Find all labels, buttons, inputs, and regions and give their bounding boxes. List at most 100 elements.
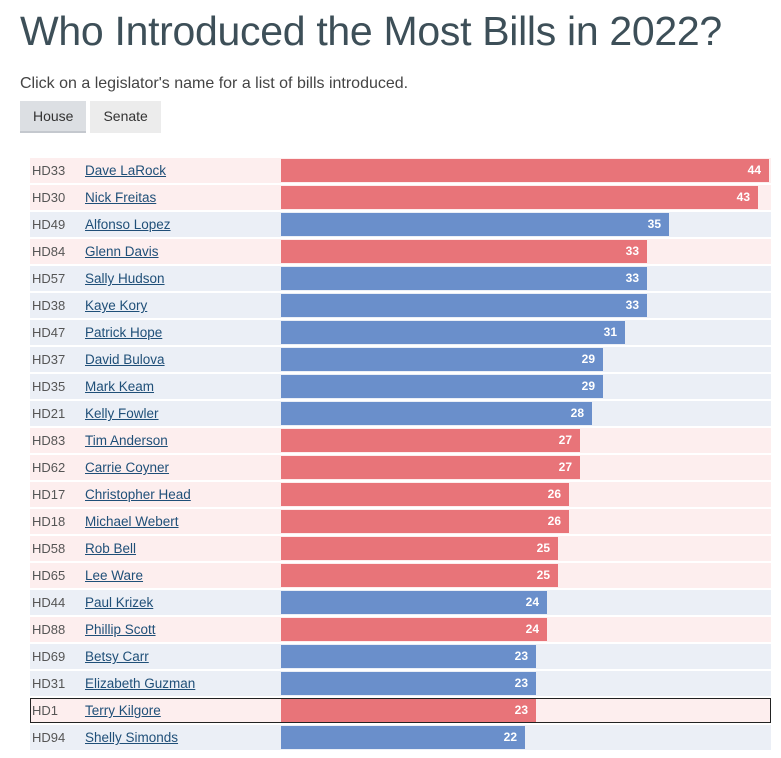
table-row: HD94 Shelly Simonds 22 (30, 725, 771, 750)
bar-value-label: 24 (525, 595, 539, 609)
district-label: HD31 (32, 676, 66, 691)
bar (281, 672, 536, 695)
page-subtitle: Click on a legislator's name for a list … (20, 75, 409, 92)
legislator-name-link[interactable]: Nick Freitas (85, 190, 157, 205)
bar (281, 213, 669, 236)
legislator-name-link[interactable]: Kaye Kory (85, 298, 148, 313)
district-label: HD58 (32, 541, 66, 556)
district-label: HD33 (32, 163, 66, 178)
legislator-name-link[interactable]: Tim Anderson (85, 433, 168, 448)
bar (281, 402, 592, 425)
legislator-name-link[interactable]: Christopher Head (85, 487, 191, 502)
bar-value-label: 25 (536, 541, 550, 555)
legislator-name-link[interactable]: Shelly Simonds (85, 730, 179, 745)
bar-value-label: 44 (747, 163, 761, 177)
table-row: HD30 Nick Freitas 43 (30, 185, 771, 210)
legislator-name-link[interactable]: Elizabeth Guzman (85, 676, 196, 691)
district-label: HD47 (32, 325, 66, 340)
tab-senate[interactable]: Senate (90, 101, 161, 133)
table-row: HD88 Phillip Scott 24 (30, 617, 771, 642)
legislator-name-link[interactable]: Paul Krizek (85, 595, 154, 610)
district-label: HD88 (32, 622, 66, 637)
tab-house[interactable]: House (20, 101, 87, 133)
district-label: HD17 (32, 487, 66, 502)
legislator-name-link[interactable]: Kelly Fowler (85, 406, 159, 421)
legislator-name-link[interactable]: Michael Webert (85, 514, 179, 529)
bar (281, 564, 558, 587)
table-row: HD38 Kaye Kory 33 (30, 293, 771, 318)
district-label: HD30 (32, 190, 66, 205)
bar (281, 456, 580, 479)
district-label: HD65 (32, 568, 66, 583)
legislator-name-link[interactable]: Phillip Scott (85, 622, 156, 637)
bar-value-label: 43 (736, 190, 750, 204)
bar-value-label: 33 (625, 271, 639, 285)
bar (281, 159, 769, 182)
table-row: HD49 Alfonso Lopez 35 (30, 212, 771, 237)
bar-value-label: 31 (603, 325, 617, 339)
bar-value-label: 29 (581, 379, 595, 393)
legislator-name-link[interactable]: Alfonso Lopez (85, 217, 171, 232)
table-row: HD65 Lee Ware 25 (30, 563, 771, 588)
bar-value-label: 33 (625, 298, 639, 312)
table-row: HD57 Sally Hudson 33 (30, 266, 771, 291)
legislator-name-link[interactable]: Dave LaRock (85, 163, 167, 178)
bar (281, 267, 647, 290)
table-row: HD35 Mark Keam 29 (30, 374, 771, 399)
bar (281, 321, 625, 344)
district-label: HD21 (32, 406, 66, 421)
chamber-tabs: House Senate (20, 101, 161, 133)
legislator-name-link[interactable]: Rob Bell (85, 541, 137, 556)
table-row: HD62 Carrie Coyner 27 (30, 455, 771, 480)
bar-value-label: 33 (625, 244, 639, 258)
bar-value-label: 23 (514, 703, 528, 717)
bar-value-label: 23 (514, 676, 528, 690)
legislator-name-link[interactable]: Mark Keam (85, 379, 155, 394)
bar-value-label: 28 (570, 406, 584, 420)
table-row: HD84 Glenn Davis 33 (30, 239, 771, 264)
bills-bar-chart: HD33 Dave LaRock 44 HD30 Nick Freitas 43 HD49 A… (30, 158, 771, 752)
district-label: HD94 (32, 730, 66, 745)
table-row: HD69 Betsy Carr 23 (30, 644, 771, 669)
bar (281, 726, 525, 749)
bar-value-label: 23 (514, 649, 528, 663)
bar (281, 645, 536, 668)
district-label: HD44 (32, 595, 66, 610)
district-label: HD38 (32, 298, 66, 313)
table-row: HD83 Tim Anderson 27 (30, 428, 771, 453)
table-row: HD1 Terry Kilgore 23 (30, 698, 771, 723)
district-label: HD84 (32, 244, 66, 259)
legislator-name-link[interactable]: Lee Ware (85, 568, 144, 583)
page-title: Who Introduced the Most Bills in 2022? (20, 8, 722, 54)
table-row: HD17 Christopher Head 26 (30, 482, 771, 507)
district-label: HD83 (32, 433, 66, 448)
bar-value-label: 29 (581, 352, 595, 366)
bar (281, 429, 580, 452)
district-label: HD1 (32, 703, 59, 718)
legislator-name-link[interactable]: Sally Hudson (85, 271, 165, 286)
bar-value-label: 26 (547, 487, 561, 501)
bar (281, 348, 603, 371)
district-label: HD69 (32, 649, 66, 664)
bar-value-label: 27 (558, 433, 572, 447)
legislator-name-link[interactable]: Glenn Davis (85, 244, 159, 259)
table-row: HD47 Patrick Hope 31 (30, 320, 771, 345)
legislator-name-link[interactable]: Carrie Coyner (85, 460, 170, 475)
table-row: HD31 Elizabeth Guzman 23 (30, 671, 771, 696)
bar (281, 294, 647, 317)
table-row: HD33 Dave LaRock 44 (30, 158, 771, 183)
bar-value-label: 22 (503, 730, 517, 744)
legislator-name-link[interactable]: Patrick Hope (85, 325, 163, 340)
district-label: HD57 (32, 271, 66, 286)
table-row: HD58 Rob Bell 25 (30, 536, 771, 561)
legislator-name-link[interactable]: Betsy Carr (85, 649, 149, 664)
bar (281, 699, 536, 722)
table-row: HD37 David Bulova 29 (30, 347, 771, 372)
table-row: HD18 Michael Webert 26 (30, 509, 771, 534)
legislator-name-link[interactable]: David Bulova (85, 352, 165, 367)
legislator-name-link[interactable]: Terry Kilgore (85, 703, 161, 718)
bar (281, 537, 558, 560)
bar (281, 591, 547, 614)
district-label: HD49 (32, 217, 66, 232)
district-label: HD62 (32, 460, 66, 475)
